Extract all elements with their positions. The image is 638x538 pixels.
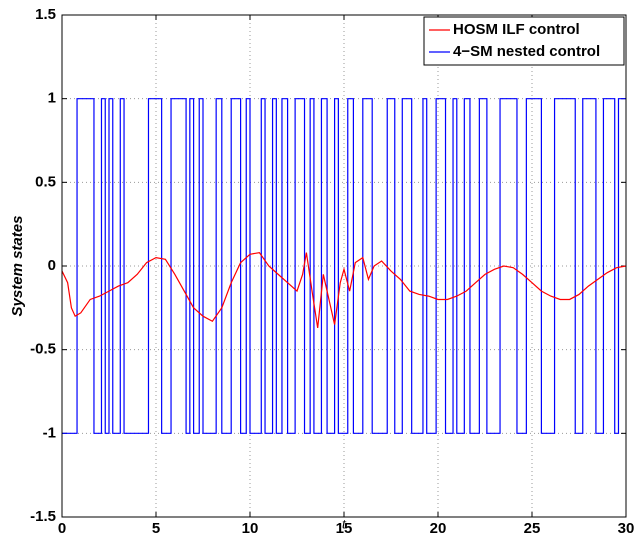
- x-tick-label: 10: [242, 520, 259, 533]
- y-tick-label: -0.5: [30, 341, 56, 358]
- y-tick-label: 1: [48, 90, 56, 107]
- legend-label: HOSM ILF control: [453, 21, 580, 38]
- y-tick-label: 0.5: [35, 173, 56, 190]
- y-tick-label: 0: [48, 257, 56, 274]
- x-tick-label: 25: [524, 520, 541, 533]
- x-tick-label: 5: [152, 520, 160, 533]
- legend-box: [423, 16, 625, 66]
- y-tick-label: -1.5: [30, 508, 56, 525]
- series-line: [61, 251, 627, 329]
- series-line: [62, 98, 626, 434]
- x-axis-label: t: [342, 516, 347, 532]
- x-tick-label: 20: [430, 520, 447, 533]
- x-tick-label: 30: [618, 520, 635, 533]
- x-tick-label: 0: [58, 520, 66, 533]
- legend-label: 4−SM nested control: [453, 43, 600, 60]
- y-axis-label: System states: [9, 216, 26, 317]
- y-tick-label: -1: [43, 424, 56, 441]
- x-tick-label: 15: [336, 520, 353, 533]
- y-tick-label: 1.5: [35, 6, 56, 23]
- plot-frame: [61, 14, 627, 518]
